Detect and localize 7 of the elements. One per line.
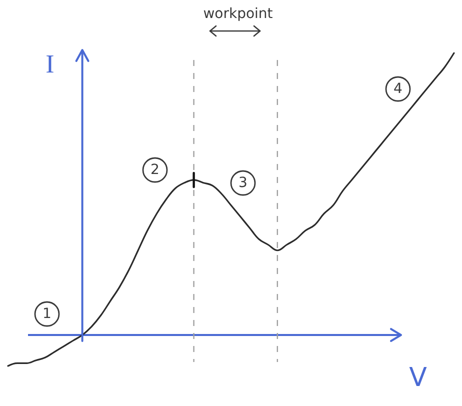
x-axis-title: V (409, 363, 428, 393)
annotation: 1 (42, 306, 52, 322)
annotation: 4 (394, 81, 403, 97)
annotation: 3 (238, 175, 248, 191)
text: workpoint (203, 6, 274, 22)
y-axis-title: I (46, 50, 54, 78)
annotation: 2 (150, 162, 160, 178)
